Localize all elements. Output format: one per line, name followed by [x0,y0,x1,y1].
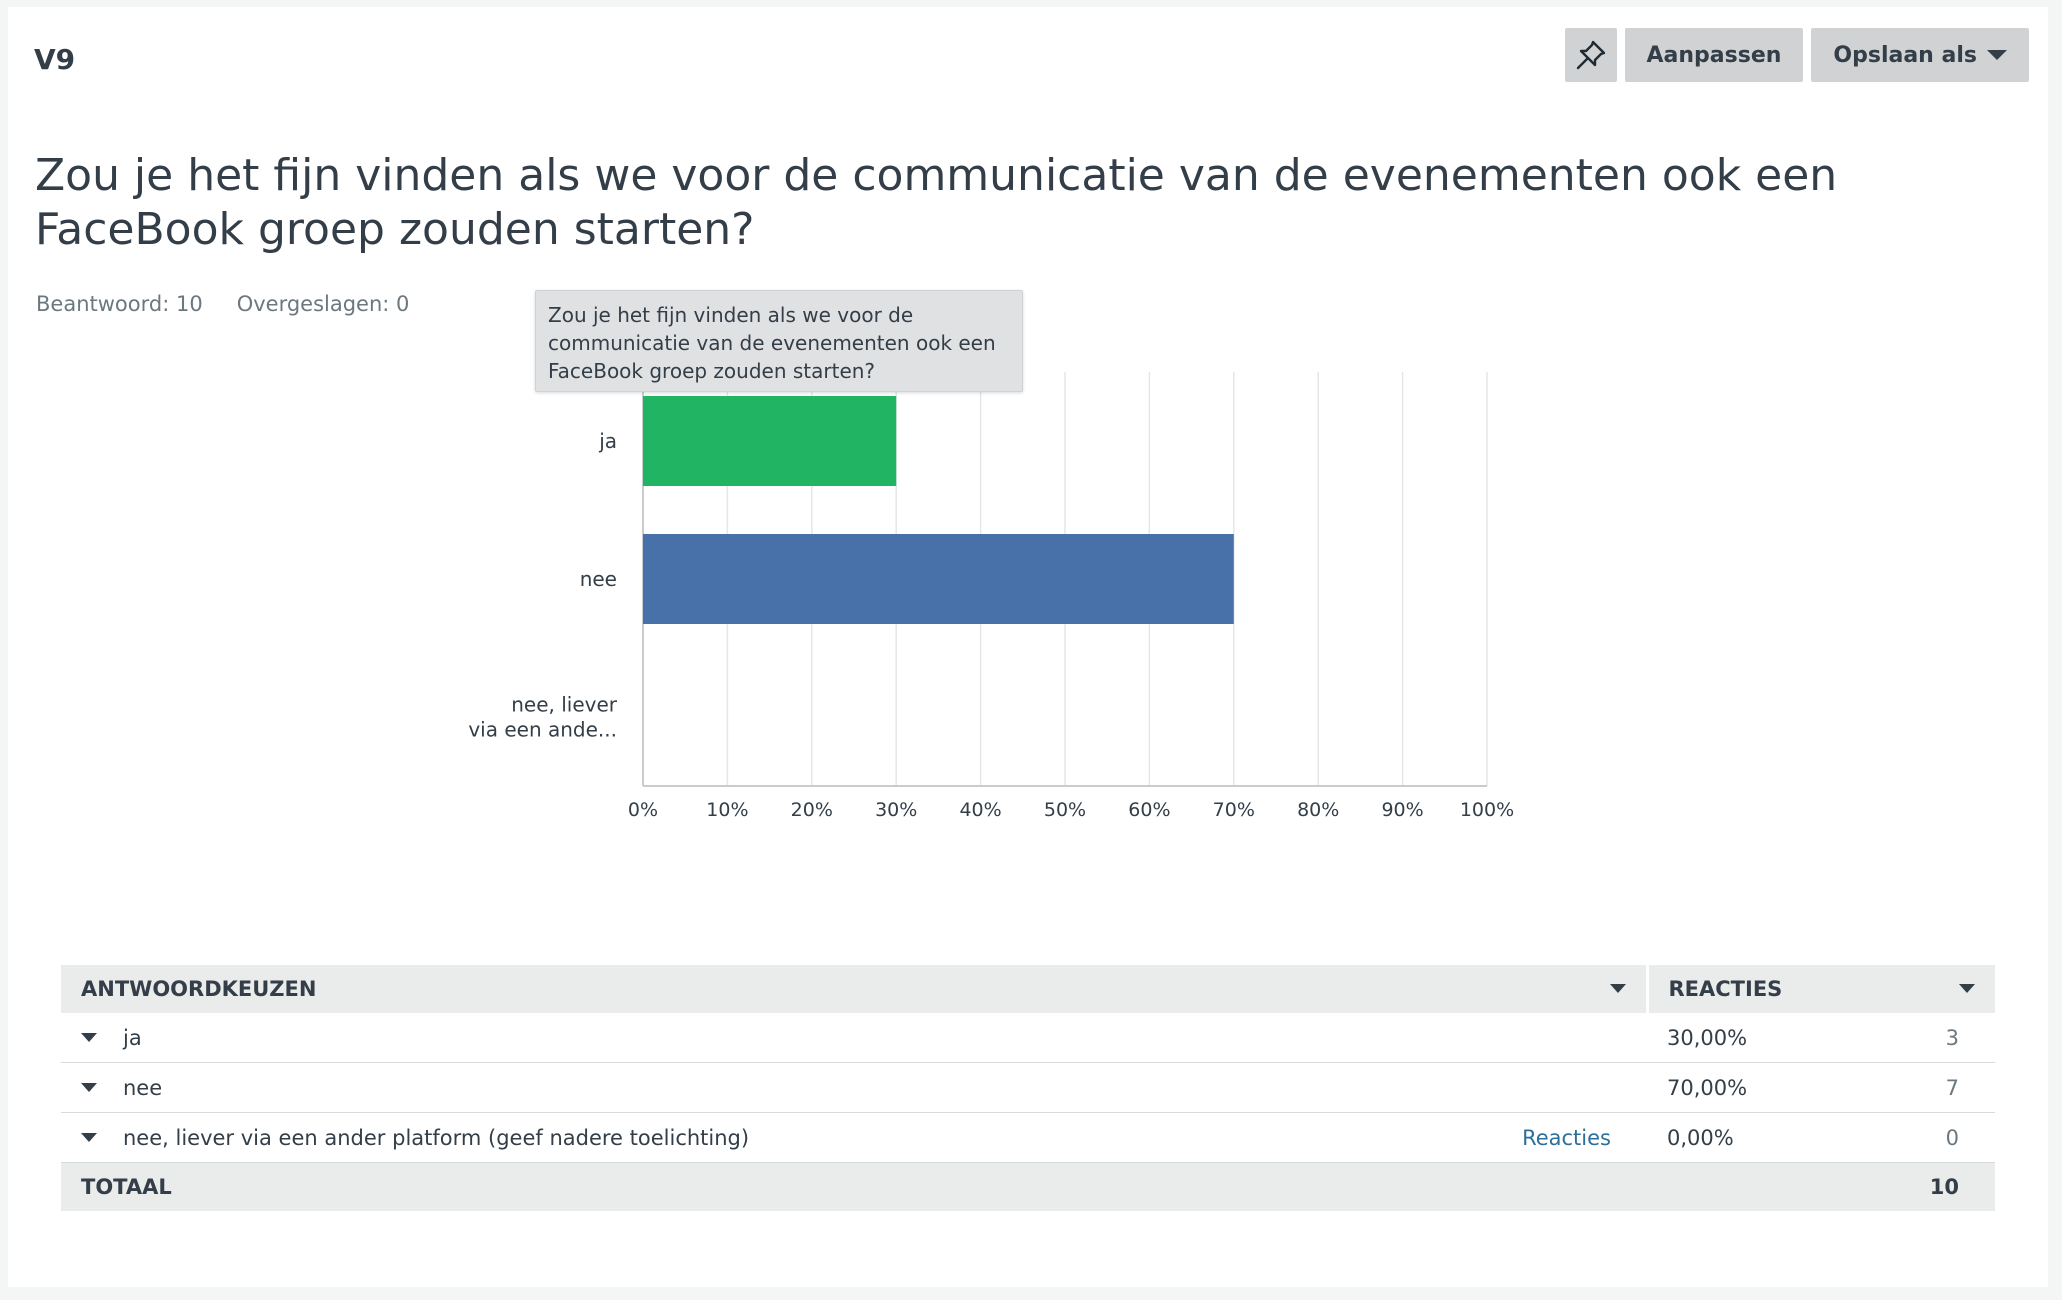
response-cell: 0,00% 0 [1647,1112,1995,1163]
question-card: V9 Aanpassen Opslaan als Zou je het fijn… [8,7,2048,1287]
answered-count: Beantwoord: 10 [36,292,203,316]
answer-choice-label: nee, liever via een ander platform (geef… [123,1125,750,1150]
col-header-responses-label: REACTIES [1668,977,1783,1001]
response-count: 3 [1945,1025,1959,1050]
save-as-label: Opslaan als [1833,42,1977,68]
question-title: Zou je het fijn vinden als we voor de co… [35,150,1838,255]
pin-button[interactable] [1564,28,1617,82]
caret-down-icon [1987,50,2007,60]
category-label: ja [598,429,617,453]
x-tick-label: 60% [1128,799,1170,821]
answer-choice-cell: nee [61,1062,1647,1113]
expand-caret-icon[interactable] [81,1083,97,1092]
x-tick-label: 70% [1213,799,1255,821]
category-label: nee [580,567,617,591]
response-count: 7 [1945,1075,1959,1100]
bar-0 [643,396,897,486]
total-count-cell: 10 [1647,1162,1995,1211]
chart-tooltip: Zou je het fijn vinden als we voor de co… [535,290,1023,392]
bar-chart: 0% 10% 20% 30% 40% 50% 60% 70% 80% 90% 100% ja nee ne… [468,372,1514,821]
total-row: TOTAAL 10 [61,1162,1995,1211]
category-label: nee, liever [511,693,618,717]
table-row: nee, liever via een ander platform (geef… [61,1112,1995,1163]
x-tick-label: 30% [875,799,917,821]
x-tick-label: 20% [791,799,833,821]
col-header-responses[interactable]: REACTIES [1645,965,1995,1013]
skipped-count: Overgeslagen: 0 [236,292,410,316]
x-tick-label: 40% [959,799,1001,821]
x-tick-label: 10% [706,799,748,821]
expand-caret-icon[interactable] [81,1133,97,1142]
answer-choice-label: nee [123,1075,163,1100]
sort-caret-icon [1959,984,1975,993]
response-percent: 30,00% [1667,1025,1748,1050]
response-percent: 70,00% [1667,1075,1748,1100]
bar-1 [643,534,1234,624]
answer-choice-cell: ja [61,1013,1647,1063]
pin-icon [1576,40,1605,70]
col-header-choices-label: ANTWOORDKEUZEN [81,977,317,1001]
x-tick-label: 100% [1460,799,1514,821]
save-as-button[interactable]: Opslaan als [1811,28,2029,82]
response-cell: 70,00% 7 [1647,1062,1995,1113]
answer-choice-cell: nee, liever via een ander platform (geef… [61,1112,1647,1163]
response-count: 0 [1945,1125,1959,1150]
x-tick-label: 50% [1044,799,1086,821]
response-percent: 0,00% [1667,1125,1734,1150]
total-count: 10 [1929,1175,1959,1199]
table-row: nee 70,00% 7 [61,1062,1995,1113]
question-number: V9 [34,43,76,76]
responses-link[interactable]: Reacties [1522,1125,1611,1150]
col-header-choices[interactable]: ANTWOORDKEUZEN [61,965,1647,1013]
sort-caret-icon [1609,984,1626,993]
category-label: via een ande... [468,718,617,742]
x-tick-label: 80% [1297,799,1339,821]
customize-button[interactable]: Aanpassen [1624,28,1804,82]
results-table: ANTWOORDKEUZEN REACTIES ja 30,00% 3 nee 70,0… [61,965,1995,1211]
toolbar: Aanpassen Opslaan als [1564,28,2029,82]
response-stats: Beantwoord: 10 Overgeslagen: 0 [36,292,409,316]
table-row: ja 30,00% 3 [61,1013,1995,1063]
response-cell: 30,00% 3 [1647,1013,1995,1063]
x-tick-label: 90% [1381,799,1423,821]
total-label: TOTAAL [61,1162,1647,1211]
answer-choice-label: ja [123,1025,142,1050]
expand-caret-icon[interactable] [81,1033,97,1042]
x-tick-label: 0% [628,799,658,821]
